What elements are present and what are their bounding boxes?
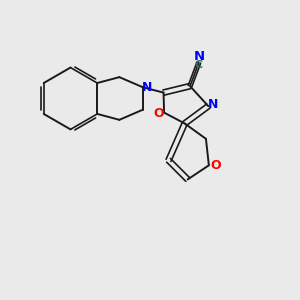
Text: C: C [194, 60, 202, 70]
Text: N: N [208, 98, 218, 111]
Text: O: O [210, 159, 221, 172]
Text: N: N [194, 50, 205, 63]
Text: O: O [154, 107, 164, 120]
Text: N: N [142, 81, 152, 94]
